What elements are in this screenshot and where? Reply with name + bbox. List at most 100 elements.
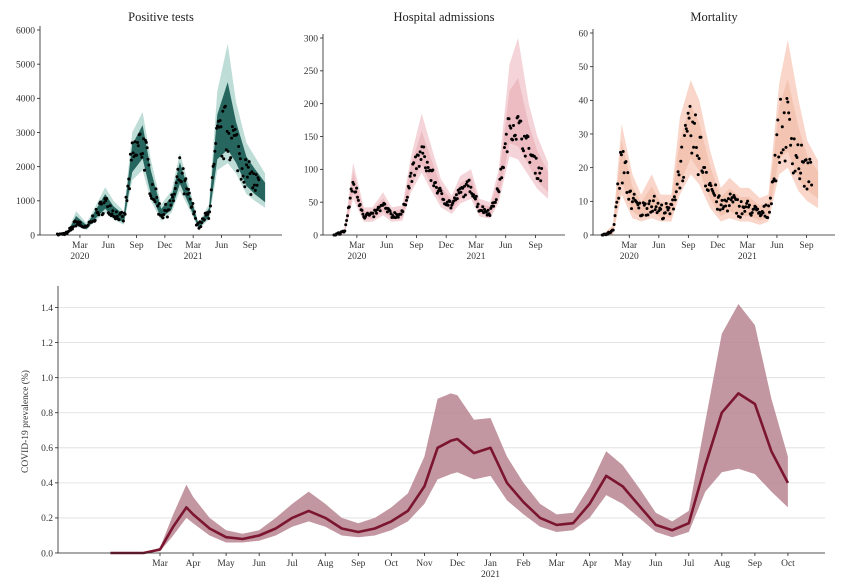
data-point [466,184,470,188]
year-label: 2021 [738,252,757,262]
data-point [619,150,622,154]
data-point [71,225,75,229]
data-point [165,215,169,219]
data-point [173,187,177,190]
data-point [171,195,175,199]
x-tick-label: Oct [384,559,398,569]
x-tick-label: Mar [549,559,566,569]
data-point [225,129,229,133]
data-point [101,212,105,215]
data-point [743,209,747,213]
data-point [408,174,412,178]
data-point [110,212,114,216]
data-point [146,157,150,161]
data-point [613,214,617,218]
data-point [463,184,466,188]
data-point [182,192,186,196]
data-point [627,197,631,201]
data-point [212,162,216,166]
data-point [771,179,775,183]
data-point [237,145,241,148]
data-point [120,210,124,214]
data-point [214,142,218,145]
data-point [645,207,649,210]
data-point [735,211,739,215]
data-point [739,200,743,204]
data-point [499,167,503,171]
y-tick-label: 200 [304,100,319,110]
x-tick-label: Dec [710,241,725,251]
data-point [692,145,696,149]
y-tick-label: 0.0 [41,549,53,559]
data-point [356,195,359,199]
data-point [761,211,765,215]
data-point [194,216,197,220]
data-point [250,170,254,174]
data-point [156,204,160,208]
data-point [494,198,498,202]
data-point [352,182,356,186]
data-point [769,202,773,206]
data-point [537,166,541,170]
data-point [253,188,257,192]
data-point [534,156,538,160]
x-tick-label: Jun [215,241,228,251]
data-point [161,216,165,220]
data-point [756,207,760,211]
data-point [188,197,192,201]
data-point [709,184,713,188]
year-label: 2021 [184,252,203,262]
data-point [630,207,633,211]
data-point [507,117,511,121]
data-point [355,186,359,190]
data-point [399,212,403,216]
panel-title: Mortality [690,10,738,24]
data-point [389,212,393,216]
data-point [126,184,130,188]
data-point [720,198,724,202]
data-point [255,183,259,187]
data-point [252,183,256,187]
data-point [133,140,137,144]
data-point [782,111,786,115]
data-point [697,157,701,160]
data-point [791,171,795,175]
data-point [696,173,700,177]
data-point [726,197,730,201]
data-point [388,209,392,213]
data-point [749,213,753,217]
x-tick-label: Feb [516,559,531,569]
x-tick-label: Sep [351,559,366,569]
x-tick-label: Jun [499,241,512,251]
x-tick-label: Sep [409,241,424,251]
data-point [790,162,794,166]
data-point [472,193,476,197]
x-tick-label: Sep [129,241,144,251]
x-tick-label: Mar [739,241,756,251]
data-point [540,167,544,170]
x-tick-label: Nov [416,559,433,569]
data-point [480,209,484,213]
data-point [653,208,657,212]
data-point [635,201,639,204]
x-tick-label: Jun [102,241,115,251]
data-point [622,171,626,175]
data-point [230,136,234,140]
model-fill [602,79,819,235]
data-point [358,203,362,206]
data-point [93,218,97,222]
y-tick-label: 30 [579,130,589,140]
y-tick-label: 60 [579,29,589,39]
data-point [249,193,253,196]
data-point [96,211,100,214]
data-point [254,173,258,176]
x-tick-label: Mar [621,241,638,251]
data-point [121,215,124,218]
prevalence-credible-band [110,304,788,553]
data-point [99,202,103,206]
data-point [522,134,526,138]
data-point [377,205,381,209]
data-point [637,206,641,210]
data-point [251,186,255,190]
data-point [424,166,427,170]
